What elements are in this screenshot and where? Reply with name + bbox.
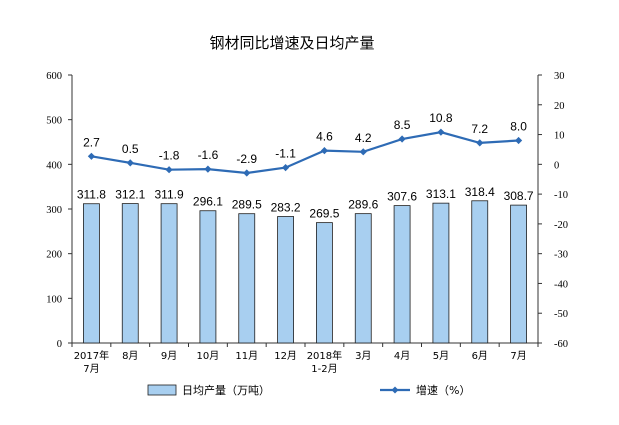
left-axis-tick-label: 100 bbox=[46, 294, 62, 305]
bar-series bbox=[83, 200, 527, 344]
x-category-label-line2: 7月 bbox=[83, 363, 99, 375]
line-point bbox=[87, 152, 96, 160]
legend-bar-label: 日均产量（万吨） bbox=[182, 383, 270, 397]
right-axis-tick-label: 0 bbox=[554, 160, 559, 171]
x-category-label: 10月 bbox=[197, 350, 220, 362]
bar-value-label: 283.2 bbox=[271, 201, 301, 215]
legend-bar-swatch bbox=[147, 384, 177, 396]
left-axis-tick-label: 0 bbox=[57, 339, 62, 350]
x-category-label-line2: 1-2月 bbox=[311, 363, 337, 375]
line-value-label: 7.2 bbox=[471, 122, 488, 136]
chart-title: 钢材同比增速及日均产量 bbox=[209, 34, 374, 52]
line-value-label: -2.9 bbox=[236, 152, 257, 166]
x-category-label: 7月 bbox=[510, 350, 526, 362]
line-data-labels: 2.7 0.5 -1.8 -1.6 -2.9 -1.1 4.6 4.2 8.5 10.8 7.2 8.… bbox=[83, 111, 527, 166]
bar bbox=[83, 203, 100, 344]
bar bbox=[121, 203, 139, 344]
left-axis-tick-label: 400 bbox=[46, 160, 62, 171]
right-axis-tick-label: 10 bbox=[554, 131, 565, 142]
x-category-label: 5月 bbox=[433, 350, 449, 362]
right-axis-tick-label: 20 bbox=[554, 101, 565, 112]
x-category-label: 8月 bbox=[122, 350, 138, 362]
bar bbox=[238, 213, 256, 344]
line-value-label: 4.2 bbox=[355, 131, 372, 145]
line-value-label: 10.8 bbox=[429, 111, 453, 125]
line-point bbox=[514, 136, 523, 145]
line-point bbox=[398, 135, 406, 143]
bar-value-label: 318.4 bbox=[465, 185, 495, 199]
x-category-label-line1: 2017年 bbox=[74, 349, 109, 362]
left-axis-tick-label: 200 bbox=[46, 250, 62, 261]
legend-line-label: 增速（%） bbox=[416, 383, 470, 397]
right-axis-tick-label: -60 bbox=[554, 339, 568, 350]
line-point bbox=[165, 166, 173, 174]
bar bbox=[510, 204, 527, 344]
x-category-label: 3月 bbox=[355, 350, 371, 362]
line-point bbox=[126, 159, 134, 167]
line-value-label: -1.6 bbox=[198, 148, 219, 162]
bar bbox=[316, 222, 333, 344]
x-category-label: 12月 bbox=[274, 350, 297, 362]
line-point bbox=[437, 128, 445, 136]
bar-value-label: 312.1 bbox=[115, 188, 145, 202]
line-point bbox=[359, 148, 367, 156]
line-point bbox=[476, 139, 484, 147]
right-axis-tick-label: -30 bbox=[554, 250, 568, 261]
line-point bbox=[281, 164, 290, 172]
bar bbox=[432, 202, 450, 344]
bar-value-label: 313.1 bbox=[426, 187, 456, 201]
line-series bbox=[87, 128, 523, 177]
right-axis-tick-label: -20 bbox=[554, 220, 568, 231]
right-axis-tick-label: -40 bbox=[554, 279, 568, 290]
line-point bbox=[243, 169, 251, 177]
right-axis-tick-label: -50 bbox=[554, 309, 568, 320]
x-category-label: 6月 bbox=[472, 350, 488, 362]
legend: 日均产量（万吨） 增速（%） bbox=[147, 383, 470, 397]
line-value-label: 2.7 bbox=[83, 135, 100, 149]
bar-value-label: 289.6 bbox=[348, 198, 378, 212]
right-axis-tick-label: 30 bbox=[554, 71, 565, 82]
x-category-label: 9月 bbox=[161, 350, 177, 362]
line-value-label: -1.8 bbox=[159, 149, 180, 163]
line-value-label: 0.5 bbox=[122, 142, 139, 156]
line-value-label: 8.0 bbox=[510, 120, 527, 134]
bar-value-label: 311.9 bbox=[155, 188, 184, 202]
line-point bbox=[320, 147, 329, 155]
line-point bbox=[204, 165, 212, 173]
bar-value-label: 296.1 bbox=[193, 195, 223, 209]
growth-line bbox=[91, 131, 519, 175]
x-category-label-line1: 2018年 bbox=[307, 349, 342, 362]
x-category-label: 4月 bbox=[394, 350, 410, 362]
left-axis-tick-label: 500 bbox=[46, 116, 62, 127]
bar bbox=[471, 200, 489, 344]
bar-value-label: 307.6 bbox=[387, 190, 417, 204]
left-axis-tick-label: 300 bbox=[46, 205, 62, 216]
line-value-label: 8.5 bbox=[394, 118, 411, 132]
bar bbox=[354, 213, 372, 344]
bar bbox=[199, 210, 217, 344]
bar-value-label: 289.5 bbox=[232, 198, 262, 212]
left-axis-tick-label: 600 bbox=[46, 71, 62, 82]
bar bbox=[160, 203, 178, 344]
right-axis-tick-label: -10 bbox=[554, 190, 568, 201]
bar-value-label: 269.5 bbox=[309, 207, 339, 221]
bar bbox=[393, 205, 411, 344]
legend-line-marker bbox=[391, 386, 399, 394]
bar-value-label: 308.7 bbox=[504, 189, 534, 203]
bar-value-label: 311.8 bbox=[77, 188, 106, 202]
axes: 0 100 200 300 400 500 600 -60 -50 -40 -30 -20 -10 0 10… bbox=[46, 71, 568, 350]
line-value-label: -1.1 bbox=[275, 147, 296, 161]
bar-data-labels: 311.8 312.1 311.9 296.1 289.5 283.2 269.5 289.6… bbox=[77, 185, 534, 221]
line-value-label: 4.6 bbox=[316, 130, 333, 144]
x-category-label: 11月 bbox=[235, 350, 258, 362]
bar bbox=[277, 216, 294, 344]
